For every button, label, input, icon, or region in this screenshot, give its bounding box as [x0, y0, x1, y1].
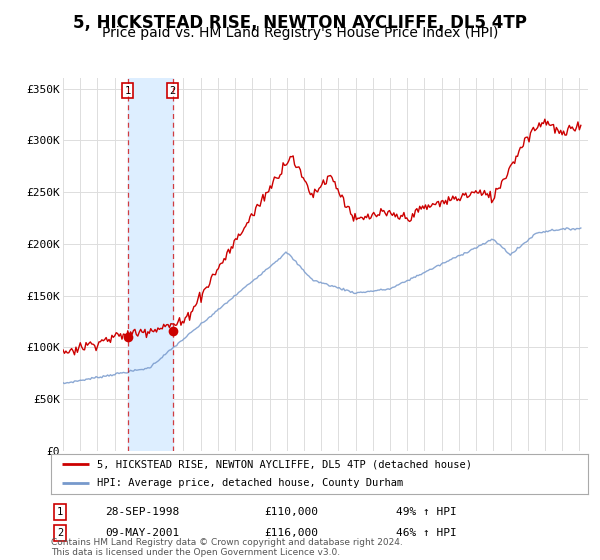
Text: 46% ↑ HPI: 46% ↑ HPI: [396, 528, 457, 538]
Text: Contains HM Land Registry data © Crown copyright and database right 2024.
This d: Contains HM Land Registry data © Crown c…: [51, 538, 403, 557]
Text: 5, HICKSTEAD RISE, NEWTON AYCLIFFE, DL5 4TP: 5, HICKSTEAD RISE, NEWTON AYCLIFFE, DL5 …: [73, 14, 527, 32]
Text: £110,000: £110,000: [264, 507, 318, 517]
Text: 09-MAY-2001: 09-MAY-2001: [105, 528, 179, 538]
Text: HPI: Average price, detached house, County Durham: HPI: Average price, detached house, Coun…: [97, 478, 403, 488]
Text: 1: 1: [124, 86, 131, 96]
Bar: [128, 78, 173, 451]
Text: 49% ↑ HPI: 49% ↑ HPI: [396, 507, 457, 517]
Text: £116,000: £116,000: [264, 528, 318, 538]
Text: 2: 2: [57, 528, 63, 538]
Text: 1: 1: [57, 507, 63, 517]
Text: 2: 2: [170, 86, 176, 96]
Text: Price paid vs. HM Land Registry's House Price Index (HPI): Price paid vs. HM Land Registry's House …: [102, 26, 498, 40]
Text: 5, HICKSTEAD RISE, NEWTON AYCLIFFE, DL5 4TP (detached house): 5, HICKSTEAD RISE, NEWTON AYCLIFFE, DL5 …: [97, 460, 472, 469]
Text: 28-SEP-1998: 28-SEP-1998: [105, 507, 179, 517]
